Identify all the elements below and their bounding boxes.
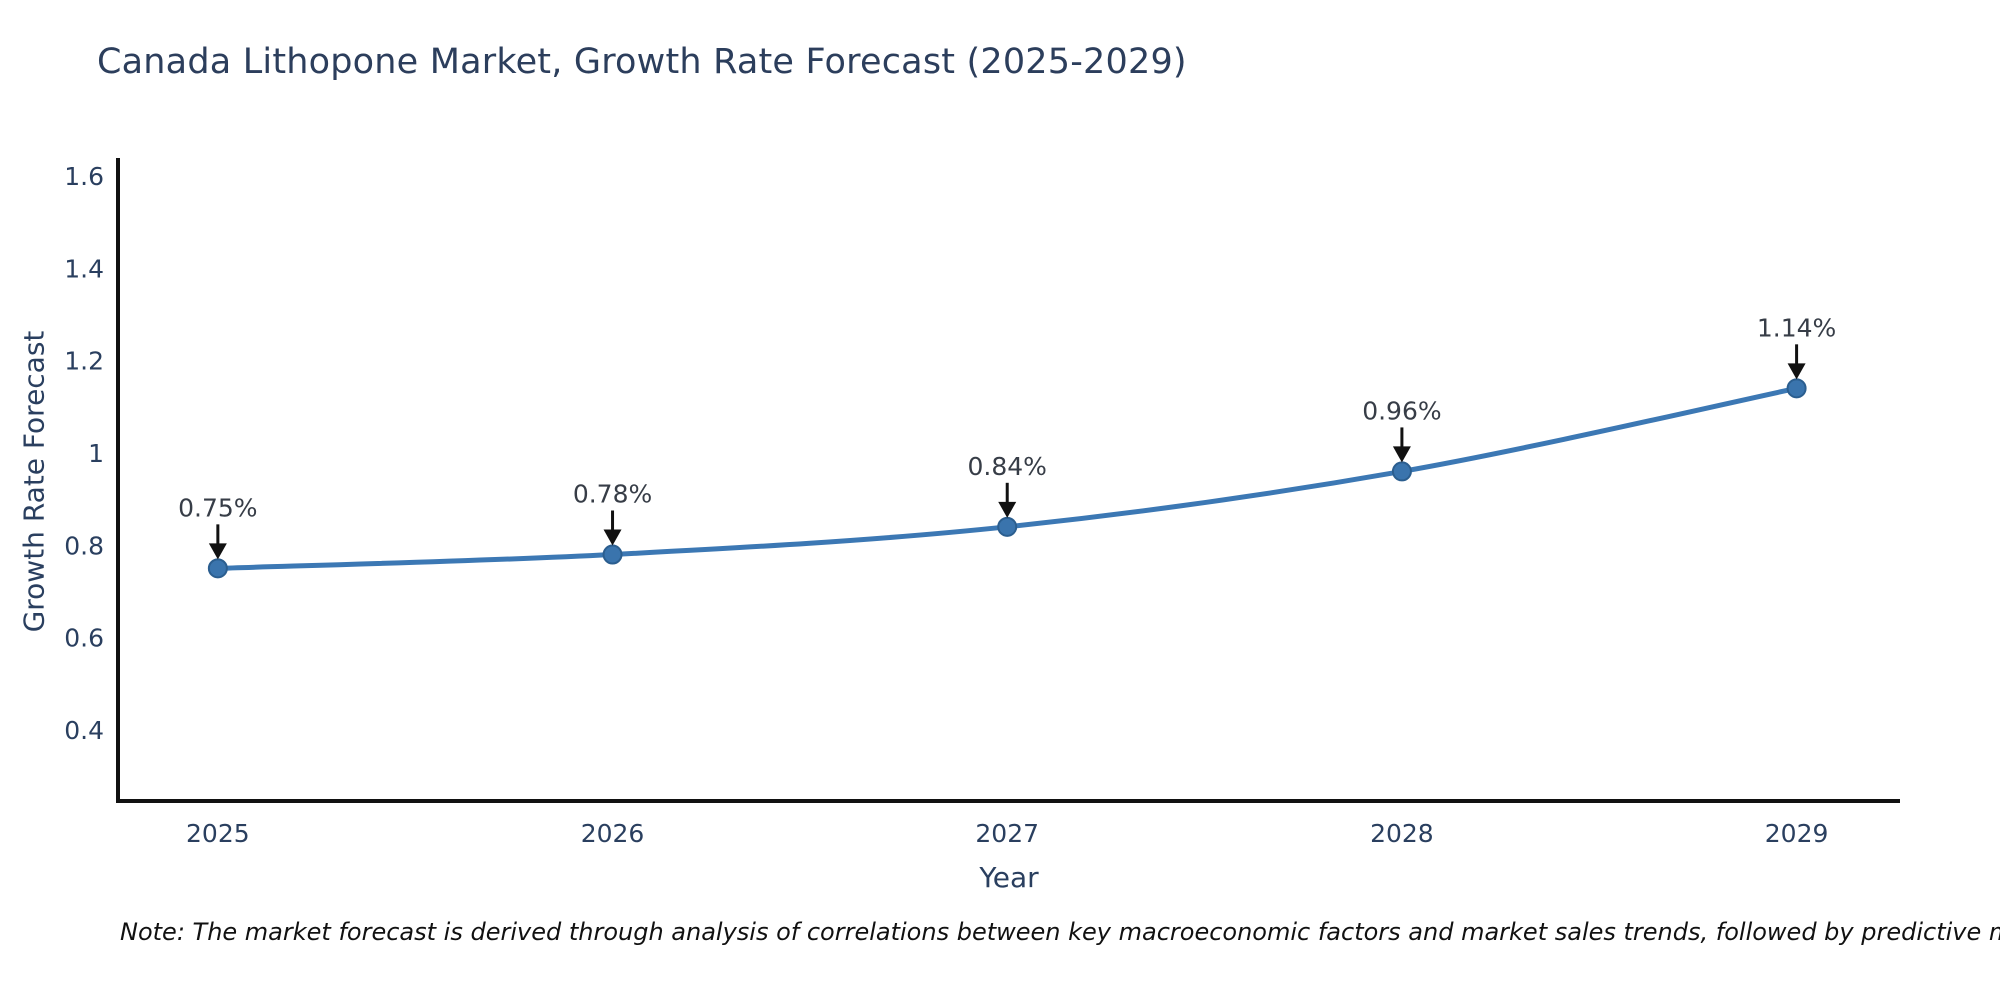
footnote: Note: The market forecast is derived thr… bbox=[120, 918, 2000, 946]
data-point-marker[interactable] bbox=[207, 558, 228, 579]
annotation-arrow-head bbox=[208, 543, 227, 560]
y-tick-label: 1.6 bbox=[64, 162, 104, 191]
y-tick-label: 0.4 bbox=[64, 716, 104, 745]
x-tick-label: 2025 bbox=[186, 819, 250, 848]
annotation-label: 0.96% bbox=[1362, 396, 1441, 425]
y-tick-label: 0.8 bbox=[64, 531, 104, 560]
x-tick-label: 2028 bbox=[1370, 819, 1434, 848]
y-axis-title: Growth Rate Forecast bbox=[17, 330, 51, 633]
y-tick-label: 1.2 bbox=[64, 347, 104, 376]
data-point-marker[interactable] bbox=[1786, 378, 1807, 399]
x-axis-title: Year bbox=[979, 861, 1039, 894]
annotation-arrow-head bbox=[1392, 446, 1411, 463]
annotation-label: 0.84% bbox=[968, 452, 1047, 481]
annotation-arrow-head bbox=[1787, 363, 1806, 380]
annotation-label: 0.75% bbox=[178, 493, 257, 522]
y-tick-label: 1 bbox=[88, 439, 104, 468]
y-tick-label: 0.6 bbox=[64, 624, 104, 653]
data-point-marker[interactable] bbox=[997, 516, 1018, 537]
x-tick-label: 2029 bbox=[1765, 819, 1829, 848]
annotation-label: 1.14% bbox=[1757, 313, 1836, 342]
annotation-arrow-head bbox=[603, 529, 622, 546]
x-tick-label: 2026 bbox=[581, 819, 645, 848]
x-tick-label: 2027 bbox=[975, 819, 1039, 848]
data-point-marker[interactable] bbox=[602, 544, 623, 565]
annotation-arrow-head bbox=[998, 501, 1017, 518]
y-tick-label: 1.4 bbox=[64, 254, 104, 283]
data-point-marker[interactable] bbox=[1391, 461, 1412, 482]
annotation-label: 0.78% bbox=[573, 480, 652, 509]
chart-title: Canada Lithopone Market, Growth Rate For… bbox=[97, 42, 1187, 82]
